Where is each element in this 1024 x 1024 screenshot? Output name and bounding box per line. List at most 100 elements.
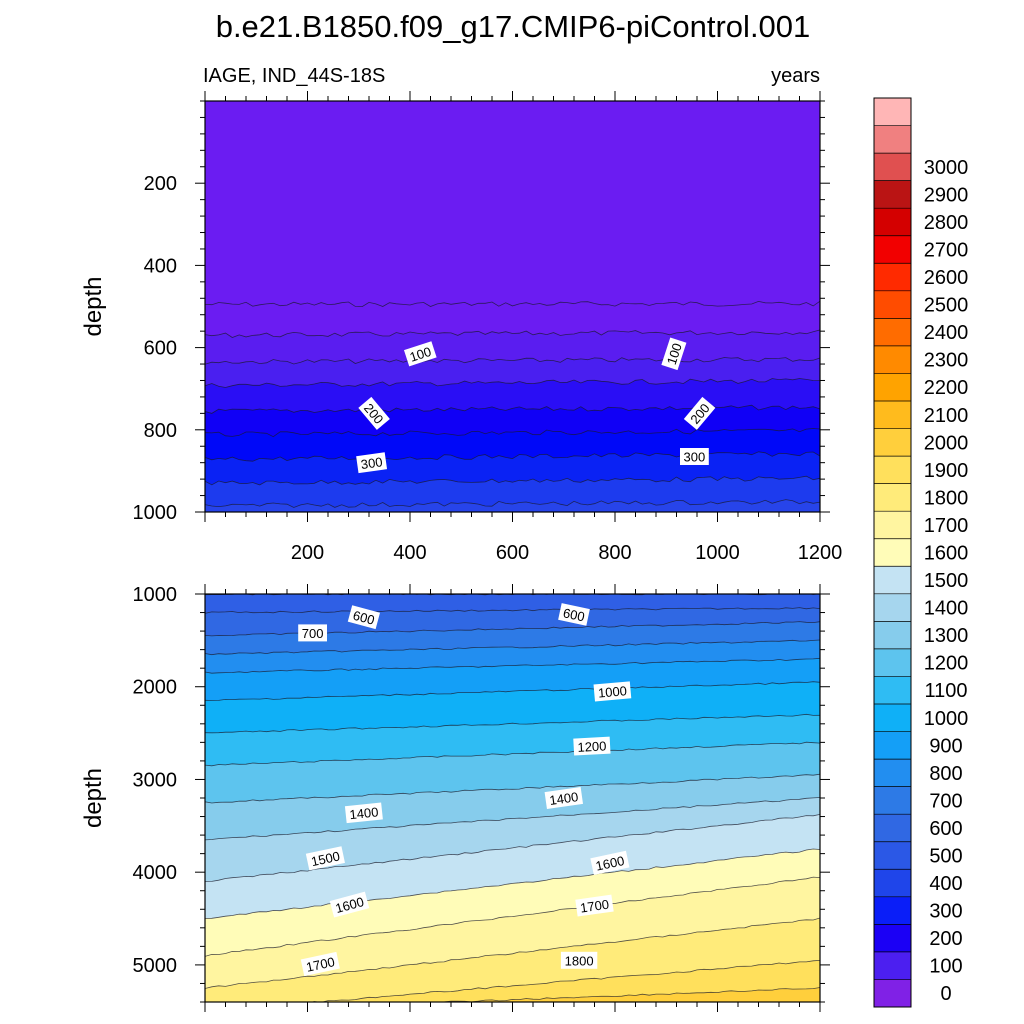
colorbar-label: 2200 <box>924 377 969 399</box>
contour-label-text: 1600 <box>334 894 366 916</box>
upper-contour-line-200 <box>205 404 820 414</box>
contour-label-text: 300 <box>684 450 706 465</box>
colorbar-label: 200 <box>929 928 962 950</box>
contour-label-text: 1800 <box>565 953 594 968</box>
colorbar-label: 1300 <box>924 625 969 647</box>
lower-contour-label-1000: 1000 <box>593 681 632 702</box>
contour-label-box <box>683 396 716 430</box>
colorbar-swatch <box>874 538 911 567</box>
lower-contour-label-1600: 1600 <box>329 891 370 918</box>
x-tick-label: 1200 <box>798 542 843 564</box>
upper-x-ticks: 200 400 600 800 1000 1200 <box>204 91 843 564</box>
contour-label-text: 1700 <box>305 954 336 975</box>
upper-y-axis-label: depth <box>80 276 107 336</box>
colorbar-swatch <box>874 951 911 980</box>
upper-contour-fill-400 <box>205 499 820 512</box>
contour-label-text: 300 <box>360 454 384 472</box>
colorbar-label: 1100 <box>924 680 967 702</box>
lower-y-ticks: 1000 2000 3000 4000 5000 <box>133 584 830 1003</box>
colorbar-swatch <box>874 235 911 264</box>
colorbar-label: 700 <box>929 790 962 812</box>
x-tick-label: 600 <box>496 542 529 564</box>
upper-contour-label-300: 300 <box>680 448 709 465</box>
colorbar-swatch <box>874 125 911 154</box>
colorbar-label: 1700 <box>924 515 969 537</box>
colorbar-swatch <box>874 814 911 843</box>
colorbar-swatch <box>874 180 911 209</box>
colorbar-label: 900 <box>929 735 962 757</box>
lower-contour-label-600: 600 <box>558 603 590 626</box>
colorbar-swatch <box>874 263 911 292</box>
upper-contour-label-100: 100 <box>403 341 437 367</box>
x-tick-label: 200 <box>291 542 324 564</box>
lower-x-ticks <box>204 584 821 1012</box>
y-tick-label: 2000 <box>133 677 178 699</box>
y-tick-label: 4000 <box>133 862 178 884</box>
colorbar: 0 100 200 300 400 500 600 700 800 900 1000 1100 1200… <box>873 97 969 1008</box>
lower-contour-line-1200 <box>205 741 820 767</box>
y-tick-label: 600 <box>144 338 177 360</box>
units-label: years <box>771 65 820 87</box>
contour-label-box <box>356 452 388 474</box>
colorbar-swatch <box>874 924 911 953</box>
lower-contour-line-800 <box>205 639 820 656</box>
lower-contour-fills <box>205 594 820 1002</box>
lower-contour-line-1500 <box>205 814 820 882</box>
lower-contour-label-1600: 1600 <box>590 850 630 875</box>
colorbar-label: 0 <box>940 983 951 1005</box>
colorbar-label: 1400 <box>924 598 969 620</box>
contour-label-text: 1200 <box>577 738 607 754</box>
y-tick-label: 1000 <box>133 502 178 524</box>
colorbar-swatch <box>874 401 911 429</box>
colorbar-swatch <box>874 731 911 760</box>
contour-label-box <box>544 787 584 809</box>
colorbar-swatch <box>874 593 911 622</box>
colorbar-swatch <box>874 345 911 374</box>
colorbar-label: 1800 <box>924 487 969 509</box>
colorbar-swatch <box>874 153 911 181</box>
lower-contour-line-2000 <box>428 987 820 1002</box>
contour-label-text: 600 <box>562 605 586 624</box>
colorbar-label: 100 <box>929 956 962 978</box>
colorbar-swatch <box>874 98 911 126</box>
lower-y-axis-label: depth <box>80 768 107 828</box>
lower-contour-label-1400: 1400 <box>344 802 383 824</box>
colorbar-label: 1900 <box>924 460 969 482</box>
contour-label-box <box>300 951 340 977</box>
colorbar-label: 2600 <box>924 267 969 289</box>
contour-label-box <box>298 624 327 642</box>
contour-label-box <box>680 448 709 465</box>
lower-contour-fill-2000 <box>437 987 820 1002</box>
colorbar-swatch <box>874 648 911 677</box>
lower-contour-label-1800: 1800 <box>560 951 598 969</box>
contour-label-text: 1600 <box>594 853 625 874</box>
colorbar-label: 2700 <box>924 240 969 262</box>
lower-contour-line-900 <box>205 657 820 674</box>
colorbar-label: 1000 <box>924 708 969 730</box>
contour-label-box <box>329 891 370 918</box>
colorbar-label: 300 <box>929 901 962 923</box>
contour-label-text: 100 <box>408 344 433 365</box>
lower-contour-line-1100 <box>205 713 820 734</box>
colorbar-label: 2400 <box>924 322 969 344</box>
upper-contour-line-0 <box>205 300 820 308</box>
colorbar-swatch <box>874 786 911 815</box>
contour-label-box <box>358 396 390 430</box>
upper-contour-line-150 <box>205 378 820 388</box>
colorbar-label: 2500 <box>924 295 969 317</box>
lower-contour-line-1300 <box>205 773 820 804</box>
x-tick-label: 1000 <box>695 542 740 564</box>
y-tick-label: 800 <box>144 420 177 442</box>
colorbar-label: 600 <box>929 818 962 840</box>
colorbar-swatch <box>874 676 911 705</box>
contour-label-text: 100 <box>664 341 685 366</box>
y-tick-label: 5000 <box>133 955 178 977</box>
lower-contour-label-1700: 1700 <box>575 894 614 917</box>
colorbar-label: 400 <box>929 873 962 895</box>
x-tick-label: 800 <box>598 542 631 564</box>
colorbar-label: 1600 <box>924 543 969 565</box>
colorbar-frame <box>873 97 912 1008</box>
variable-label: IAGE, IND_44S-18S <box>203 65 385 87</box>
